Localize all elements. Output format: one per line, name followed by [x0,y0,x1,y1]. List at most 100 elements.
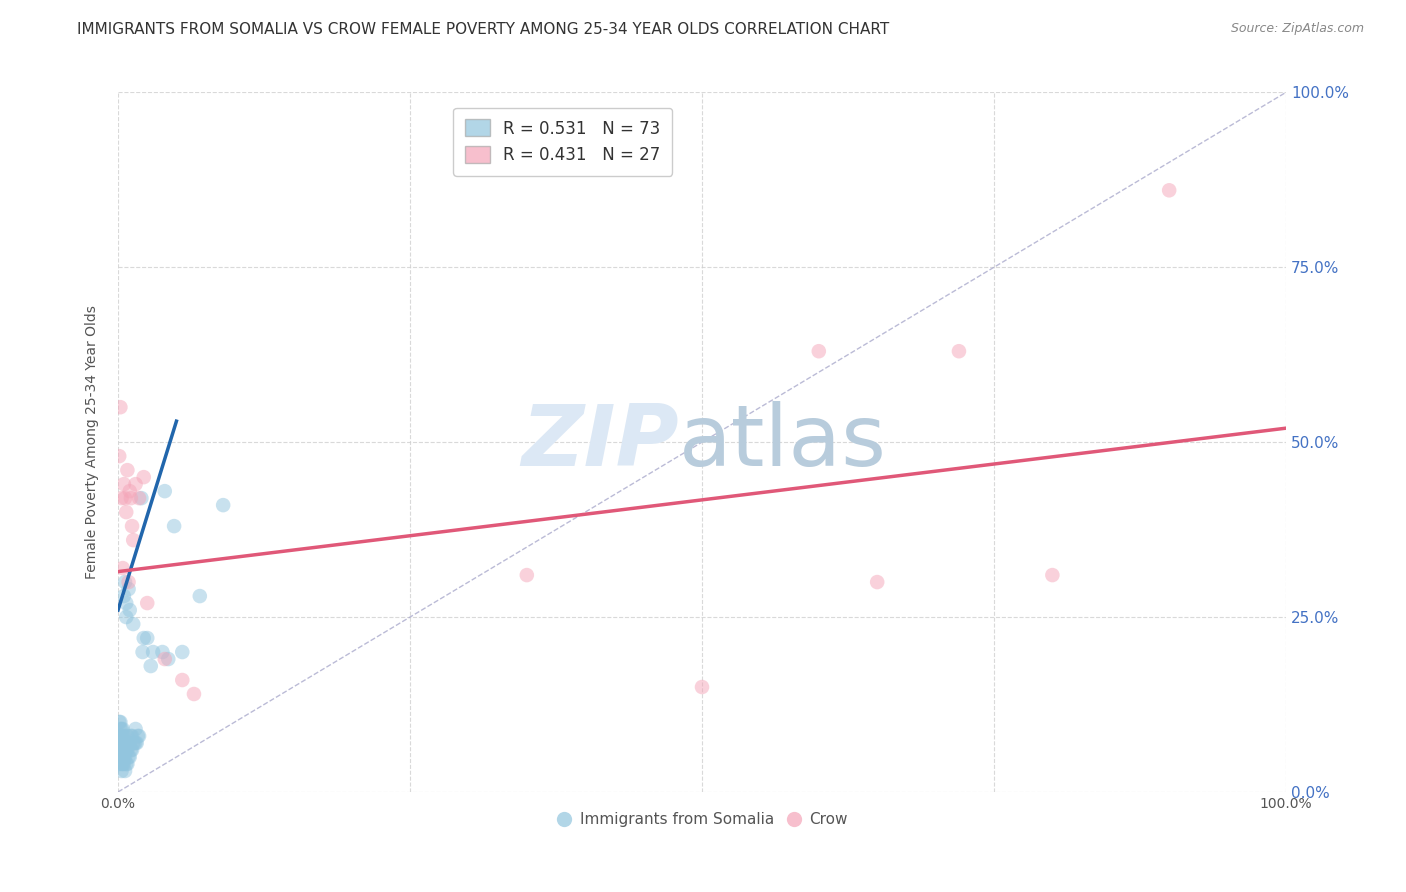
Point [110,756,132,771]
Point [153,484,176,499]
Point [131,491,153,505]
Point [115,596,138,610]
Point [153,652,176,666]
Point [115,743,138,757]
Point [114,764,136,778]
Point [112,743,135,757]
Point [142,645,165,659]
Point [117,756,139,771]
Point [948,344,970,359]
Point [110,736,132,750]
Point [111,743,134,757]
Text: atlas: atlas [679,401,887,483]
Point [132,470,155,484]
Point [111,750,134,764]
Point [111,756,134,771]
Point [1159,183,1181,197]
Point [110,722,132,736]
Point [124,736,146,750]
Point [212,498,235,512]
Point [131,645,153,659]
Point [110,764,132,778]
Y-axis label: Female Poverty Among 25-34 Year Olds: Female Poverty Among 25-34 Year Olds [86,305,100,579]
Point [152,645,174,659]
Point [117,736,139,750]
Point [110,750,132,764]
Point [115,610,138,624]
Point [121,729,143,743]
Point [132,631,155,645]
Point [866,575,889,590]
Point [110,491,132,505]
Point [172,673,194,687]
Point [110,743,132,757]
Point [115,756,138,771]
Point [121,743,143,757]
Point [124,477,146,491]
Point [110,714,132,729]
Point [112,750,135,764]
Point [188,589,211,603]
Point [117,750,139,764]
Point [114,491,136,505]
Point [118,750,141,764]
Point [118,484,141,499]
Point [117,575,139,590]
Point [516,568,538,582]
Text: Source: ZipAtlas.com: Source: ZipAtlas.com [1230,22,1364,36]
Point [114,736,136,750]
Point [112,756,135,771]
Point [117,463,139,477]
Point [139,659,162,673]
Point [122,617,145,632]
Point [112,736,135,750]
Point [127,729,149,743]
Legend: Immigrants from Somalia, Crow: Immigrants from Somalia, Crow [551,806,853,833]
Point [1040,568,1063,582]
Point [112,589,135,603]
Point [111,561,134,575]
Point [114,575,136,590]
Point [108,736,131,750]
Point [114,750,136,764]
Point [108,729,131,743]
Point [690,680,713,694]
Point [122,736,145,750]
Point [111,729,134,743]
Point [114,743,136,757]
Point [112,729,135,743]
Point [111,722,134,736]
Point [117,743,139,757]
Point [115,505,138,519]
Point [136,596,159,610]
Point [108,714,131,729]
Point [172,645,194,659]
Point [110,729,132,743]
Point [122,533,145,547]
Point [117,582,139,596]
Point [110,750,132,764]
Point [118,603,141,617]
Point [120,491,142,505]
Point [112,477,135,491]
Point [128,729,150,743]
Point [118,736,141,750]
Point [110,736,132,750]
Point [136,631,159,645]
Text: ZIP: ZIP [522,401,679,483]
Point [108,743,131,757]
Point [124,722,146,736]
Point [108,756,131,771]
Point [121,519,143,533]
Point [157,652,180,666]
Point [128,491,150,505]
Point [110,743,132,757]
Point [183,687,205,701]
Point [108,449,131,463]
Point [125,736,148,750]
Point [124,736,146,750]
Point [110,729,132,743]
Point [120,729,142,743]
Point [163,519,186,533]
Point [117,729,139,743]
